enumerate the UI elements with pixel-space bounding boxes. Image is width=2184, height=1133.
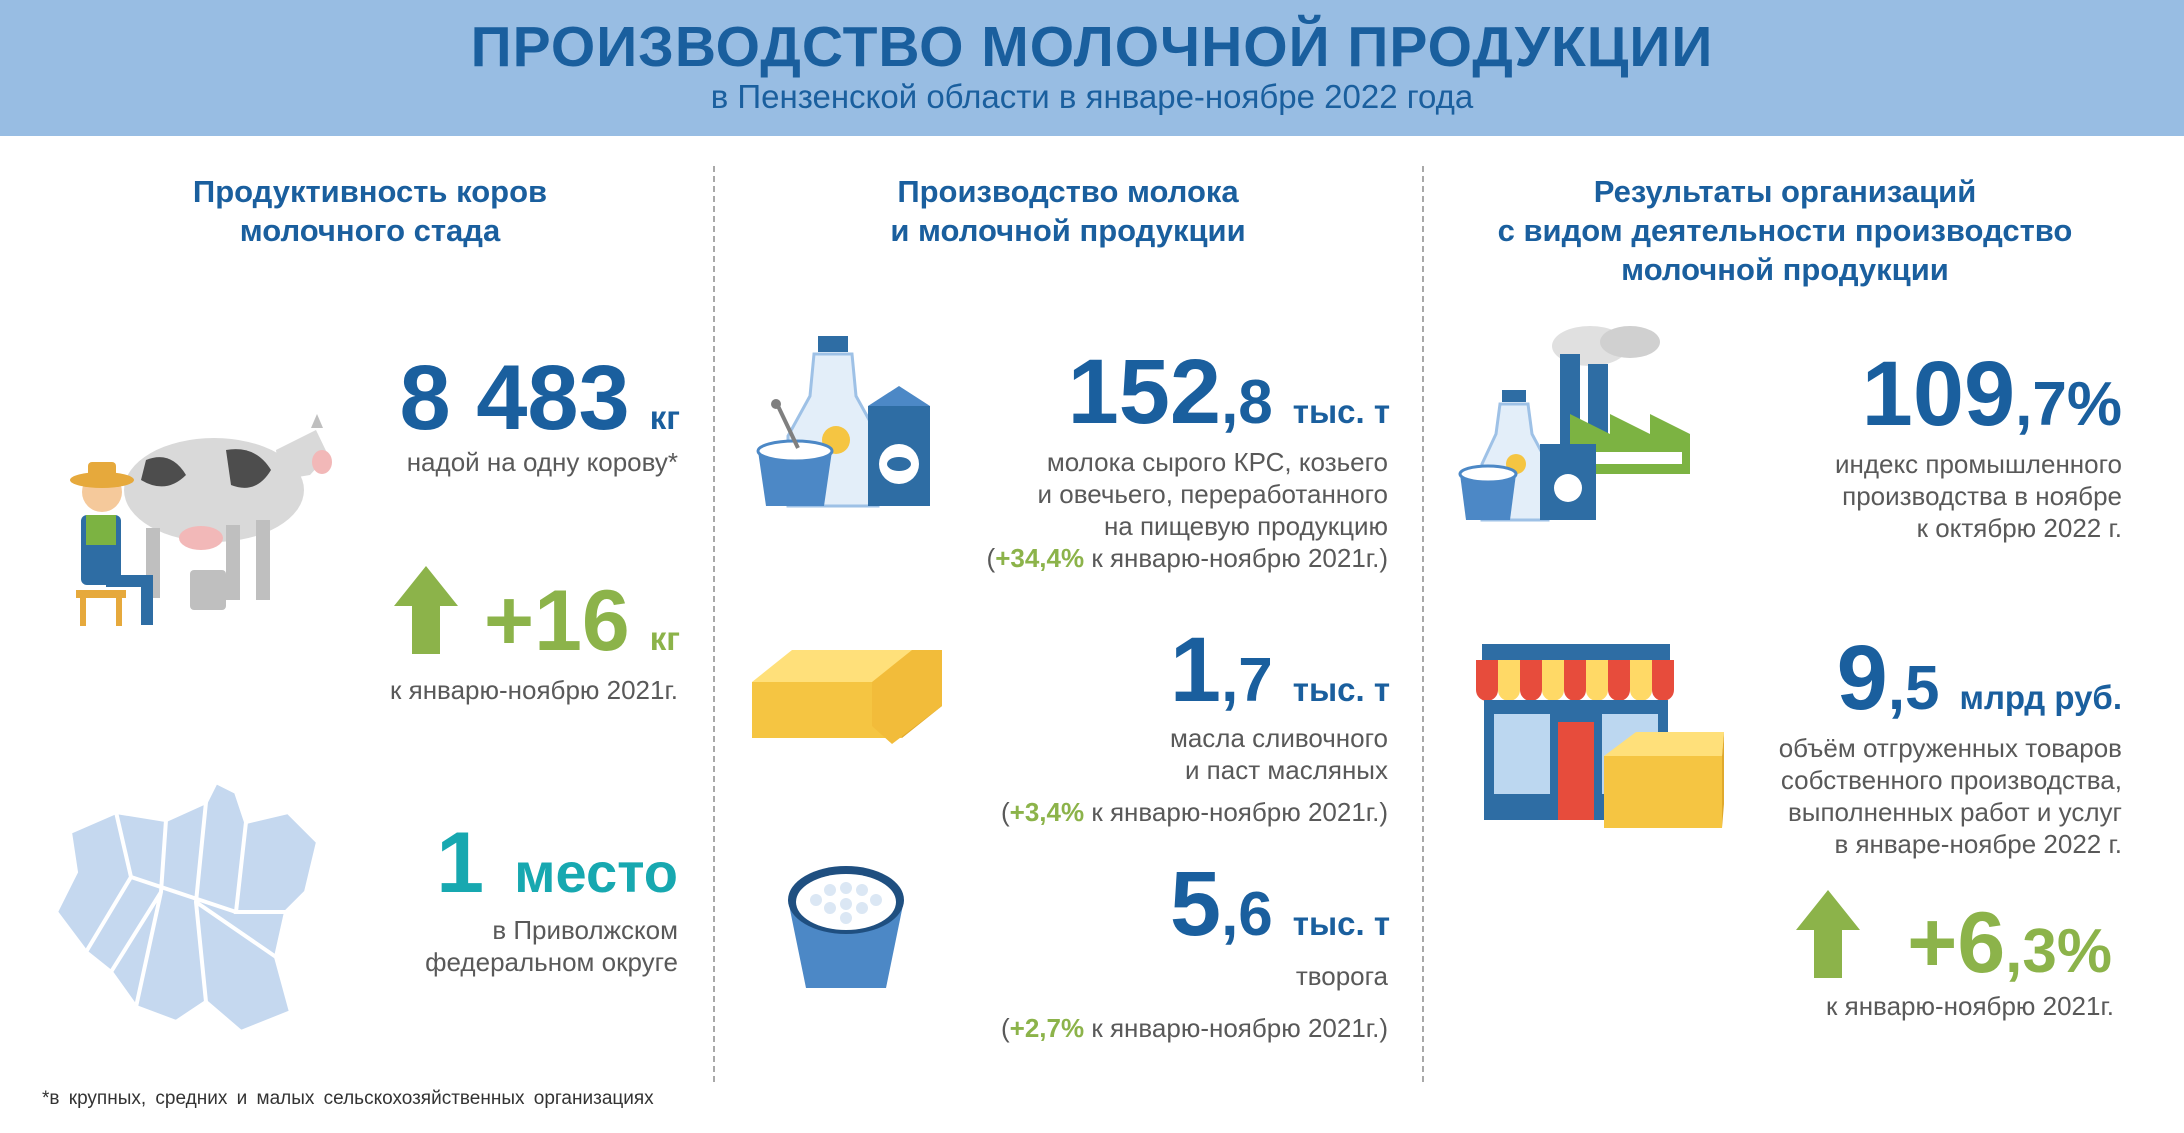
shop-icon [1476,644,1724,828]
butter-icon [752,650,942,744]
rank-desc: в Приволжском федеральном округе [425,915,678,977]
factory-icon [1458,326,1690,522]
cheese-growth: (+2,7% к январю-ноябрю 2021г.) [1000,1013,1388,1043]
page-subtitle: в Пензенской области в январе-ноябре 202… [710,78,1474,115]
cow-milking-icon [70,414,332,626]
column-divider [1422,166,1424,1082]
footnote: *в крупных, средних и малых сельскохозяй… [42,1088,654,1109]
col1-heading: Продуктивность коров молочного стада [192,174,548,248]
shipped-desc: объём отгруженных товаров собственного п… [1778,733,2122,859]
rank-value: 1 место [436,815,678,911]
yield-growth-desc: к январю-ноябрю 2021г. [390,675,678,705]
page-title: ПРОИЗВОДСТВО МОЛОЧНОЙ ПРОДУКЦИИ [470,15,1714,79]
region-map-icon [53,779,321,1035]
yield-growth-value: +16 кг [483,573,680,669]
yield-desc: надой на одну корову* [406,447,678,477]
up-arrow-icon [394,566,458,654]
milk-growth: (+34,4% к январю-ноябрю 2021г.) [986,543,1388,573]
shipped-growth-value: +6,3% [1907,895,2112,991]
col2-heading: Производство молока и молочной продукции [890,174,1246,248]
index-desc: индекс промышленного производства в нояб… [1834,449,2122,543]
shipped-growth-desc: к январю-ноябрю 2021г. [1826,991,2114,1021]
butter-growth: (+3,4% к январю-ноябрю 2021г.) [1000,797,1388,827]
cheese-desc: творога [1295,961,1388,991]
column-divider [713,166,715,1082]
shipped-value: 9,5 млрд руб. [1836,627,2122,729]
butter-desc: масла сливочного и паст масляных [1169,723,1388,785]
milk-desc: молока сырого КРС, козьего и овечьего, п… [900,446,1388,574]
yield-value: 8 483 кг [399,347,681,449]
milk-value: 152,8 тыс. т [1067,341,1390,443]
up-arrow-icon [1796,890,1860,978]
index-value: 109,7% [1861,343,2122,445]
col3-heading: Результаты организаций с видом деятельно… [1497,174,2073,287]
cheese-value: 5,6 тыс. т [1169,853,1390,955]
butter-value: 1,7 тыс. т [1169,619,1390,721]
milk-products-icon [756,336,930,508]
cottage-cheese-icon [788,866,904,988]
header-banner [0,0,2184,136]
